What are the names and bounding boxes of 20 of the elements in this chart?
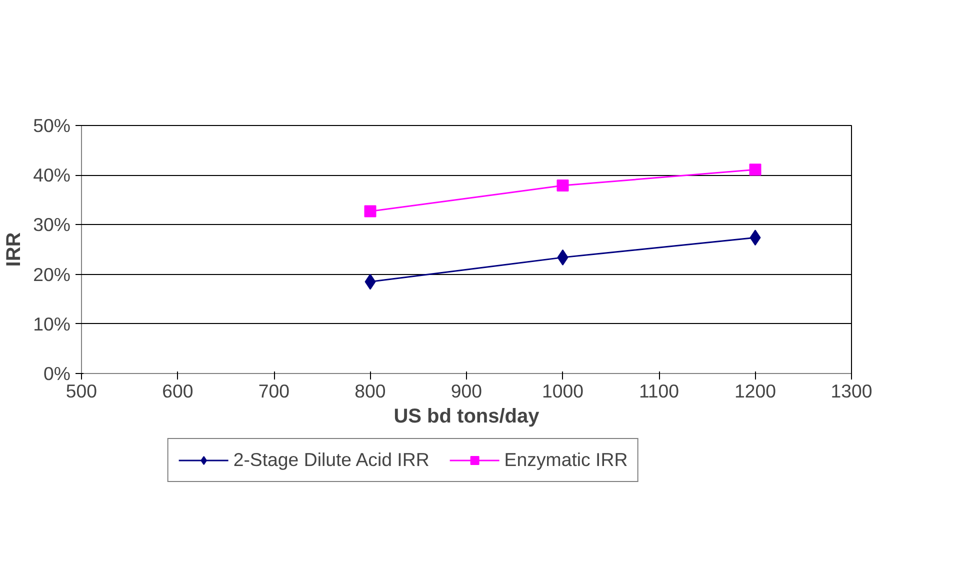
x-tick-label: 700 [258,380,290,402]
x-tick-label: 600 [162,380,194,402]
y-tick-label: 40% [33,164,71,186]
point [364,205,376,218]
y-tick-label: 10% [33,313,71,334]
x-tick-label: 1000 [542,380,584,402]
y-tick-label: 50% [33,115,71,136]
y-axis-title: IRR [3,232,26,267]
x-tick-label: 800 [354,380,386,402]
legend-label: 2-Stage Dilute Acid IRR [233,449,430,471]
x-axis-title: US bd tons/day [394,406,540,428]
x-tick-label: 1300 [830,380,872,402]
y-tick-label: 20% [33,264,71,285]
point [749,164,762,176]
legend-label: Enzymatic IRR [504,449,628,471]
x-tick-label: 900 [450,380,482,402]
point [556,180,569,192]
y-tick-label: 30% [33,214,71,236]
x-tick-label: 1100 [638,380,680,402]
x-tick-label: 1200 [734,380,776,402]
